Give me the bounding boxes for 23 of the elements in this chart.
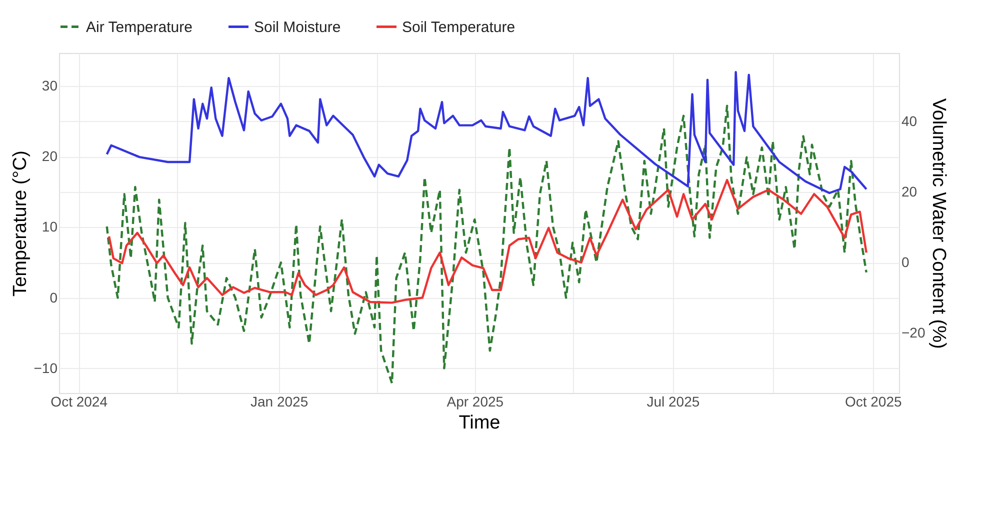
y-tick-label: 30 <box>42 78 58 94</box>
line-series <box>106 104 868 384</box>
x-tick-label: Oct 2024 <box>50 394 108 410</box>
y2-tick-label: 40 <box>902 112 918 129</box>
legend-label: Air Temperature <box>86 18 192 36</box>
y-tick-label: 0 <box>50 289 58 306</box>
line-series <box>108 178 868 304</box>
x-tick-label: Jan 2025 <box>250 394 308 410</box>
line-series <box>106 70 868 194</box>
y2-tick-label: 0 <box>902 254 910 270</box>
y-axis-title: Temperature (°C) <box>10 150 31 296</box>
x-tick-label: Jul 2025 <box>646 394 700 410</box>
x-tick-label: Apr 2025 <box>446 394 504 410</box>
y2-tick-label: −20 <box>902 324 926 341</box>
legend-label: Soil Moisture <box>254 18 341 36</box>
x-tick-label: Oct 2025 <box>844 394 902 410</box>
y2-tick-label: 20 <box>902 183 918 200</box>
x-axis-title: Time <box>458 412 500 434</box>
y-tick-label: −10 <box>34 360 58 376</box>
y2-axis-title: Volumetric Water Content (%) <box>928 98 950 349</box>
y-tick-label: 10 <box>42 218 58 235</box>
y-tick-label: 20 <box>42 148 58 164</box>
legend-label: Soil Temperature <box>402 18 516 36</box>
